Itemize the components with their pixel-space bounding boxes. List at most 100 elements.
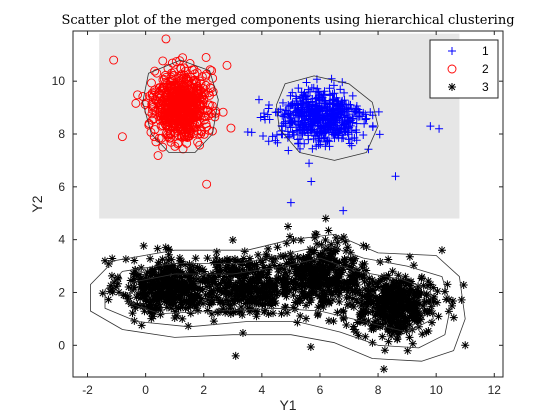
- series-3-point: [265, 276, 274, 285]
- series-3-point: [392, 311, 401, 320]
- series-2-point: [192, 88, 202, 98]
- series-3-point: [330, 256, 339, 265]
- series-1-point: [307, 177, 316, 186]
- series-3-point: [108, 288, 117, 297]
- series-3-point: [272, 291, 281, 300]
- series-3-point: [380, 346, 389, 355]
- series-3-point: [388, 267, 397, 276]
- series-3-point: [269, 293, 278, 302]
- series-3-point: [167, 255, 176, 264]
- series-2-point: [131, 98, 141, 108]
- series-3-point: [185, 260, 194, 269]
- series-3-point: [376, 305, 385, 314]
- series-3-point: [297, 288, 306, 297]
- series-3-point: [257, 300, 266, 309]
- series-1-point: [338, 117, 347, 126]
- series-3-point: [184, 291, 193, 300]
- series-3-point: [378, 298, 387, 307]
- series-1-point: [298, 120, 307, 129]
- series-2-point: [152, 68, 162, 78]
- series-3-point: [293, 318, 302, 327]
- series-3-point: [381, 290, 390, 299]
- series-3-point: [177, 273, 186, 282]
- series-2-point: [179, 63, 189, 73]
- series-3-point: [193, 290, 202, 299]
- series-3-point: [204, 289, 213, 298]
- series-3-point: [434, 312, 443, 321]
- series-3-point: [114, 288, 123, 297]
- series-3-point: [343, 243, 352, 252]
- series-3-point: [276, 251, 285, 260]
- series-2-point: [193, 137, 203, 147]
- series-3-point: [392, 305, 401, 314]
- series-1-point: [309, 110, 318, 119]
- series-3-point: [251, 270, 260, 279]
- series-3-point: [248, 275, 257, 284]
- series-2-point: [203, 106, 213, 116]
- series-2-point: [165, 129, 175, 139]
- series-1-point: [273, 138, 282, 147]
- series-3-point: [287, 255, 296, 264]
- series-3-point: [164, 245, 173, 254]
- series-3-point: [158, 289, 167, 298]
- series-3-point: [384, 297, 393, 306]
- y-tick-label: 2: [58, 285, 65, 299]
- series-3-point: [374, 321, 383, 330]
- series-3-point: [327, 287, 336, 296]
- series-3-point: [230, 255, 239, 264]
- series-3-point: [221, 296, 230, 305]
- series-1-point: [313, 117, 322, 126]
- series-3-point: [409, 309, 418, 318]
- series-1-point: [305, 109, 314, 118]
- series-3-point: [233, 257, 242, 266]
- series-3-point: [284, 222, 292, 231]
- series-3-point: [403, 302, 412, 311]
- series-1-point: [329, 81, 338, 90]
- series-3-point: [443, 280, 452, 289]
- series-3-point: [331, 233, 340, 242]
- series-3-point: [155, 300, 164, 309]
- series-1-point: [361, 110, 370, 119]
- series-3-point: [347, 300, 356, 309]
- legend-entry-1: 1: [448, 44, 489, 58]
- axes-box: [72, 30, 504, 378]
- series-3-point: [357, 301, 366, 310]
- series-3-point: [125, 294, 134, 303]
- series-3-point: [398, 304, 407, 313]
- series-3-point: [331, 287, 340, 296]
- series-3-point: [424, 326, 433, 335]
- series-1-point: [312, 100, 321, 109]
- series-1-point: [325, 142, 334, 151]
- series-2-point: [149, 132, 159, 142]
- series-3-point: [429, 297, 438, 306]
- series-3-point: [165, 295, 174, 304]
- series-3-point: [205, 300, 214, 309]
- series-3-point: [395, 301, 404, 310]
- series-1-point: [296, 126, 305, 135]
- series-3-point: [264, 309, 273, 318]
- series-3-point: [305, 265, 314, 274]
- series-2-point: [163, 103, 173, 113]
- series-3-point: [313, 239, 322, 248]
- series-3-point: [186, 294, 195, 303]
- series-3-point: [158, 255, 167, 264]
- series-3-point: [241, 270, 250, 279]
- series-3-point: [193, 274, 202, 283]
- series-3-point: [229, 270, 238, 279]
- series-3-point: [164, 256, 173, 265]
- series-3-point: [178, 314, 187, 323]
- series-3-point: [221, 263, 230, 272]
- series-3-point: [316, 294, 325, 303]
- density-contour-0: [90, 234, 466, 362]
- series-3-point: [339, 278, 348, 287]
- series-3-point: [277, 309, 286, 318]
- series-1-point: [281, 106, 290, 115]
- series-1-point: [340, 88, 349, 97]
- series-1-point: [362, 114, 371, 123]
- series-3-point: [413, 298, 422, 307]
- series-layer: [98, 34, 470, 374]
- series-3-point: [354, 331, 363, 340]
- series-3-point: [374, 283, 383, 292]
- series-3-point: [332, 257, 341, 266]
- series-3-point: [334, 265, 343, 274]
